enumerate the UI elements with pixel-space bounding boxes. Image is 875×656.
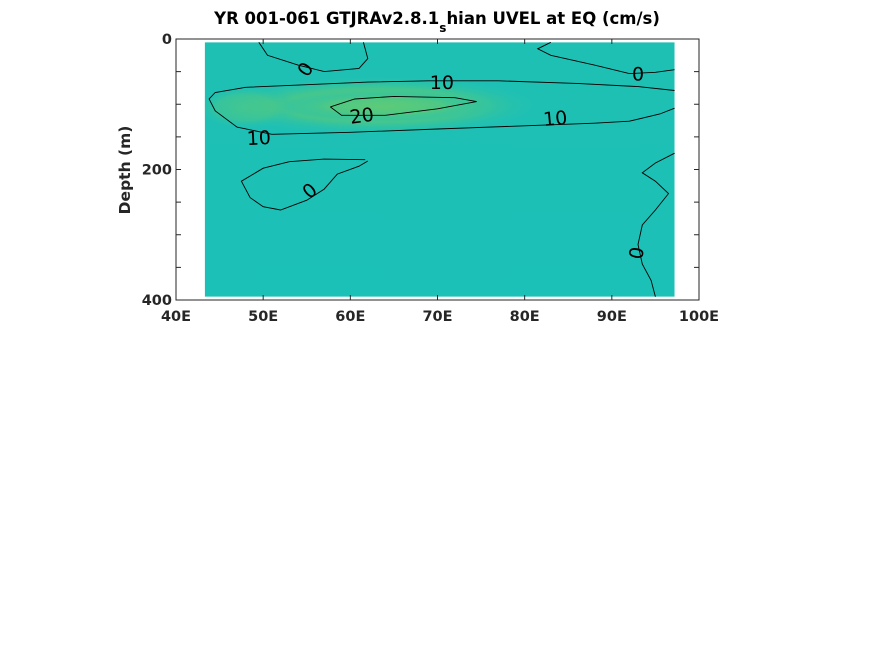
x-tick-label: 40E (161, 309, 191, 325)
contour-label-group: 0 (632, 64, 644, 86)
x-tick-label: 70E (422, 309, 452, 325)
chart-title: YR 001-061 GTJRAv2.8.1shian UVEL at EQ (… (213, 9, 660, 35)
contour-label-group: 10 (542, 107, 568, 131)
x-tick-label: 90E (597, 309, 627, 325)
contour-line-0 (637, 152, 675, 297)
contour-label-group: 20 (348, 104, 375, 129)
contour-label: 10 (430, 72, 454, 94)
contour-line-20 (330, 95, 477, 116)
contour-line-0 (536, 41, 675, 75)
contour-label: 10 (246, 127, 271, 150)
x-tick-label: 60E (335, 309, 365, 325)
contour-label: 0 (632, 64, 644, 86)
contour-line-10 (208, 80, 675, 135)
contour-label-group: 0 (625, 245, 649, 261)
y-tick-label: 200 (142, 163, 172, 179)
y-axis-title: Depth (m) (116, 126, 134, 215)
contour-label: 10 (542, 107, 568, 131)
contour-label-group: 10 (430, 72, 454, 94)
contour-lines (208, 41, 675, 297)
contour-label: 20 (348, 104, 375, 129)
jet-glow-west (204, 84, 299, 131)
contour-label-group: 10 (246, 127, 271, 150)
contour-label: 0 (625, 245, 649, 261)
jet-glow-core (280, 91, 490, 122)
contour-line-0 (240, 158, 369, 211)
x-tick-label: 100E (679, 309, 719, 325)
contour-line-0 (258, 42, 369, 73)
x-tick-label: 80E (510, 309, 540, 325)
x-tick-label: 50E (248, 309, 278, 325)
y-tick-label: 0 (162, 32, 172, 48)
y-tick-label: 400 (142, 293, 172, 309)
